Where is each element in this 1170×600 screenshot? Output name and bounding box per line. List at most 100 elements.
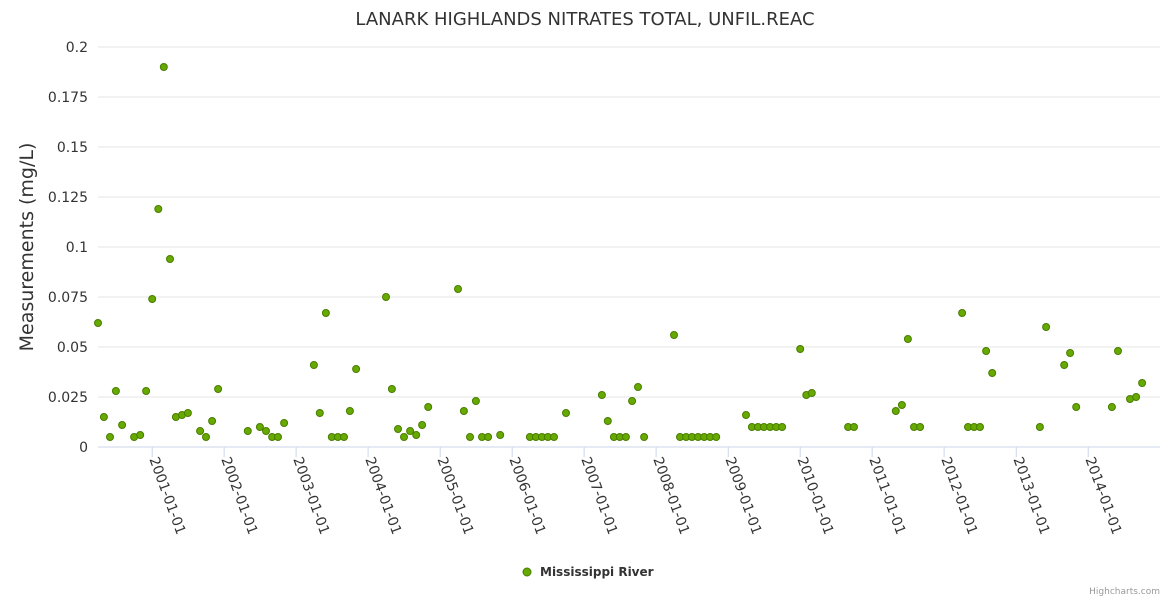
data-point[interactable] <box>196 427 205 435</box>
data-point[interactable] <box>274 433 282 441</box>
data-point[interactable] <box>166 255 174 263</box>
y-tick-label: 0.025 <box>48 390 88 406</box>
credits-link[interactable]: Highcharts.com <box>1089 587 1160 597</box>
data-point[interactable] <box>394 425 402 433</box>
data-point[interactable] <box>99 413 108 421</box>
data-point[interactable] <box>1114 347 1122 355</box>
data-point[interactable] <box>897 401 906 409</box>
series-mississippi-river[interactable] <box>94 63 1147 441</box>
data-point[interactable] <box>459 407 468 415</box>
data-point[interactable] <box>484 433 493 441</box>
data-point[interactable] <box>850 423 858 431</box>
data-point[interactable] <box>712 433 721 441</box>
x-tick-label: 2009-01-01 <box>722 455 765 537</box>
data-point[interactable] <box>345 407 354 415</box>
data-point[interactable] <box>670 331 678 339</box>
data-point[interactable] <box>1138 379 1147 387</box>
data-point[interactable] <box>496 431 505 439</box>
data-point[interactable] <box>208 417 217 425</box>
data-point[interactable] <box>628 397 637 405</box>
x-tick-label: 2003-01-01 <box>289 455 332 537</box>
y-tick-label: 0.1 <box>66 240 88 256</box>
data-point[interactable] <box>454 285 462 293</box>
data-point[interactable] <box>634 383 642 391</box>
data-point[interactable] <box>1072 403 1081 411</box>
y-tick-label: 0.075 <box>48 290 88 306</box>
legend-marker <box>522 567 532 577</box>
y-tick-label: 0.05 <box>57 340 88 356</box>
legend[interactable]: Mississippi River <box>522 565 654 579</box>
data-point[interactable] <box>562 409 570 417</box>
gridlines <box>98 46 1160 398</box>
data-point[interactable] <box>106 433 114 441</box>
data-point[interactable] <box>183 409 192 417</box>
data-point[interactable] <box>262 427 270 435</box>
x-tick-label: 2010-01-01 <box>793 455 836 537</box>
data-point[interactable] <box>142 387 151 395</box>
data-point[interactable] <box>387 385 396 393</box>
y-tick-label: 0.175 <box>48 90 88 106</box>
data-point[interactable] <box>309 361 318 369</box>
data-point[interactable] <box>1035 423 1044 431</box>
data-point[interactable] <box>916 423 925 431</box>
data-point[interactable] <box>1066 349 1075 357</box>
data-point[interactable] <box>202 433 210 441</box>
data-point[interactable] <box>982 347 991 355</box>
data-point[interactable] <box>352 365 361 373</box>
data-point[interactable] <box>471 397 480 405</box>
data-point[interactable] <box>412 431 421 439</box>
data-point[interactable] <box>382 293 390 301</box>
data-point[interactable] <box>159 63 168 71</box>
data-point[interactable] <box>154 205 163 213</box>
data-point[interactable] <box>118 421 127 429</box>
x-tick-label: 2004-01-01 <box>361 455 404 537</box>
data-point[interactable] <box>958 309 967 317</box>
data-point[interactable] <box>1132 393 1141 401</box>
data-point[interactable] <box>280 419 289 427</box>
data-point[interactable] <box>1042 323 1051 331</box>
x-tick-label: 2002-01-01 <box>217 455 260 537</box>
x-tick-label: 2006-01-01 <box>505 455 548 537</box>
x-tick-label: 2014-01-01 <box>1081 455 1124 537</box>
data-point[interactable] <box>807 389 816 397</box>
data-point[interactable] <box>1107 403 1116 411</box>
data-point[interactable] <box>976 423 984 431</box>
x-axis-ticks: 2001-01-01 2002-01-01 2003-01-01 2004-01-01… <box>145 447 1124 537</box>
data-point[interactable] <box>400 433 408 441</box>
data-point[interactable] <box>148 295 157 303</box>
data-point[interactable] <box>424 403 433 411</box>
data-point[interactable] <box>406 427 415 435</box>
data-point[interactable] <box>1060 361 1069 369</box>
data-point[interactable] <box>340 433 348 441</box>
y-tick-label: 0 <box>79 440 88 456</box>
data-point[interactable] <box>597 391 606 399</box>
data-point[interactable] <box>891 407 900 415</box>
data-point[interactable] <box>315 409 324 417</box>
data-point[interactable] <box>94 319 102 327</box>
chart-title: LANARK HIGHLANDS NITRATES TOTAL, UNFIL.R… <box>355 9 814 30</box>
data-point[interactable] <box>603 417 612 425</box>
legend-item-mississippi-river[interactable]: Mississippi River <box>540 565 654 579</box>
data-point[interactable] <box>111 387 120 395</box>
data-point[interactable] <box>903 335 912 343</box>
data-point[interactable] <box>321 309 330 317</box>
y-tick-label: 0.125 <box>48 190 88 206</box>
data-point[interactable] <box>418 421 427 429</box>
data-point[interactable] <box>796 345 805 353</box>
data-point[interactable] <box>550 433 558 441</box>
data-point[interactable] <box>466 433 474 441</box>
data-point[interactable] <box>214 385 223 393</box>
data-point[interactable] <box>742 411 750 419</box>
x-tick-label: 2013-01-01 <box>1010 455 1053 537</box>
y-axis-ticks: 0 0.025 0.05 0.075 0.1 0.125 0.15 0.175 0.2 <box>48 40 88 456</box>
data-point[interactable] <box>255 423 264 431</box>
data-point[interactable] <box>243 427 252 435</box>
data-point[interactable] <box>640 433 649 441</box>
data-point[interactable] <box>988 369 997 377</box>
x-tick-label: 2012-01-01 <box>937 455 980 537</box>
data-point[interactable] <box>778 423 787 431</box>
y-tick-label: 0.2 <box>66 40 88 56</box>
data-point[interactable] <box>136 431 145 439</box>
data-point[interactable] <box>621 433 630 441</box>
